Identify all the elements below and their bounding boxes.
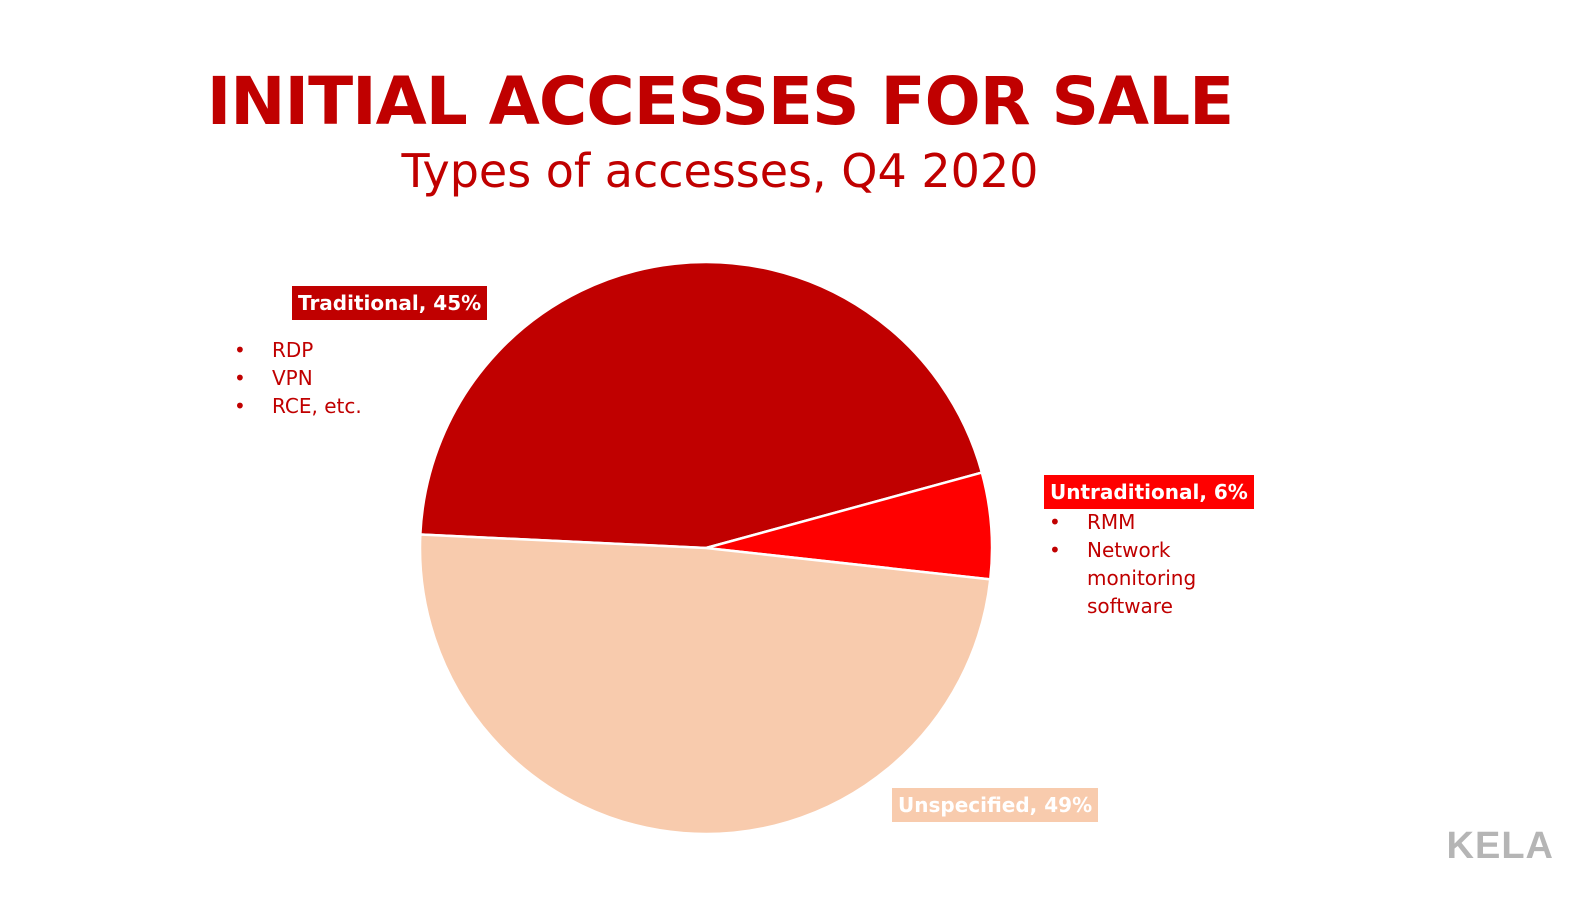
pie-slice-unspecified — [418, 533, 992, 836]
label-unspecified: Unspecified, 49% — [892, 788, 1099, 822]
chart-title: INITIAL ACCESSES FOR SALE — [206, 63, 1235, 140]
label-untraditional: Untraditional, 6% — [1044, 475, 1254, 509]
kela-logo: KELA — [1446, 825, 1554, 867]
pie-slice-traditional — [419, 260, 984, 550]
detail-network-monitoring: Network monitoring software — [1049, 536, 1239, 620]
detail-rce: RCE, etc. — [234, 392, 434, 420]
detail-rmm: RMM — [1049, 508, 1239, 536]
chart-subtitle: Types of accesses, Q4 2020 — [401, 144, 1039, 198]
untraditional-details-list: RMM Network monitoring software — [1049, 508, 1239, 620]
traditional-details-list: RDP VPN RCE, etc. — [234, 336, 434, 420]
label-traditional: Traditional, 45% — [292, 286, 488, 320]
detail-vpn: VPN — [234, 364, 434, 392]
detail-rdp: RDP — [234, 336, 434, 364]
